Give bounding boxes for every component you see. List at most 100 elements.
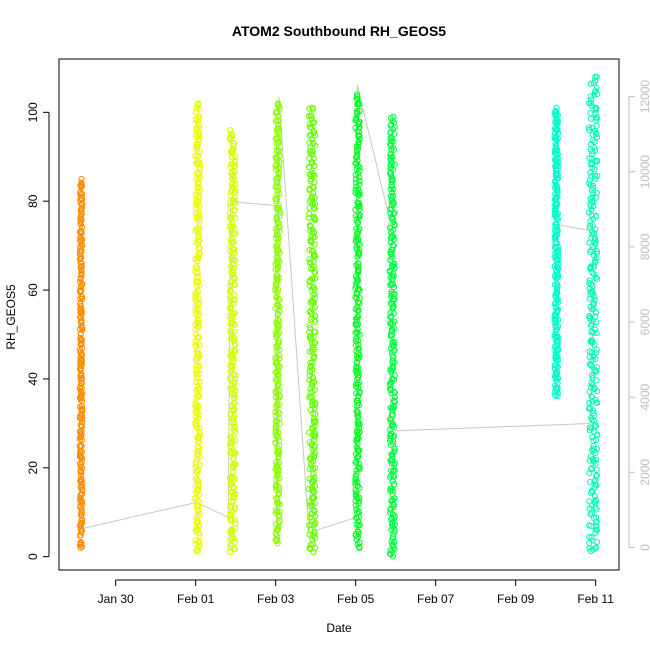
data-point: [591, 166, 598, 173]
data-point: [353, 467, 360, 474]
data-point: [194, 452, 201, 459]
data-point: [592, 175, 599, 182]
data-point: [389, 357, 396, 364]
data-point: [274, 383, 281, 390]
data-point: [354, 260, 361, 267]
y-tick-label: 40: [26, 372, 40, 386]
data-point: [594, 91, 601, 98]
data-point: [231, 520, 239, 527]
data-point: [227, 516, 234, 524]
data-point: [309, 299, 316, 306]
data-point: [388, 419, 395, 426]
data-point: [587, 93, 594, 100]
y2-tick-label: 0: [638, 544, 650, 551]
chart-title: ATOM2 Southbound RH_GEOS5: [232, 23, 446, 39]
data-point: [593, 190, 601, 197]
data-point: [590, 329, 597, 336]
data-point: [356, 213, 363, 220]
data-point: [274, 187, 281, 194]
y2-tick-label: 2000: [638, 459, 650, 486]
data-point: [229, 527, 236, 534]
data-point: [390, 284, 398, 291]
data-point: [275, 134, 282, 141]
data-point: [352, 206, 359, 213]
data-point: [587, 248, 594, 255]
data-point: [356, 167, 363, 174]
data-point: [193, 143, 200, 151]
data-point: [306, 545, 313, 552]
data-point: [587, 511, 594, 518]
data-point: [306, 394, 313, 401]
data-point: [79, 543, 86, 550]
data-point: [78, 480, 85, 487]
data-point: [193, 204, 200, 211]
y2-tick-label: 8000: [638, 233, 650, 260]
data-point: [78, 207, 85, 214]
data-point: [306, 198, 313, 205]
data-point: [273, 508, 281, 515]
data-point: [195, 115, 202, 122]
data-point: [554, 151, 562, 158]
data-point: [593, 85, 600, 92]
data-point: [192, 152, 199, 160]
data-point: [310, 549, 317, 556]
data-point: [311, 268, 318, 275]
data-point: [273, 258, 281, 266]
data-point: [231, 274, 238, 282]
x-axis-label: Date: [326, 621, 352, 635]
data-point: [352, 305, 359, 312]
data-point: [588, 362, 595, 369]
data-point: [275, 451, 282, 458]
data-point: [77, 383, 84, 390]
y-tick-label: 100: [26, 102, 40, 122]
secondary-series-line: [81, 85, 598, 535]
data-point: [273, 276, 280, 283]
data-point: [309, 344, 316, 351]
data-point: [227, 214, 234, 221]
data-point: [228, 153, 235, 160]
data-point: [196, 105, 203, 112]
data-point: [232, 187, 239, 194]
data-point: [276, 169, 283, 176]
data-point: [352, 294, 359, 301]
data-point: [232, 525, 239, 532]
data-point: [389, 515, 396, 522]
data-point: [356, 136, 363, 143]
data-point: [590, 190, 597, 197]
data-point: [355, 508, 362, 515]
data-point: [553, 245, 560, 252]
data-point: [194, 424, 201, 431]
data-point: [592, 356, 599, 363]
data-point: [275, 224, 282, 231]
data-point: [389, 304, 396, 311]
data-point: [306, 368, 313, 375]
data-point: [387, 416, 394, 423]
data-point: [196, 170, 203, 177]
data-point: [311, 234, 318, 241]
data-point: [592, 147, 599, 154]
data-point: [391, 146, 398, 153]
data-point: [587, 110, 594, 117]
data-point: [356, 177, 363, 184]
data-point: [193, 131, 200, 138]
series-1: [76, 175, 86, 551]
data-point: [275, 371, 282, 378]
y-tick-label: 60: [26, 283, 40, 297]
data-point: [227, 516, 235, 523]
data-point: [276, 304, 283, 311]
data-point: [231, 163, 238, 170]
data-point: [592, 73, 599, 80]
data-point: [77, 330, 85, 337]
secondary-y-axis: 0 2000 4000 6000 8000 10000 12000: [628, 80, 650, 551]
data-point: [308, 382, 316, 389]
y2-tick-label: 6000: [638, 308, 650, 335]
data-point: [196, 163, 203, 171]
data-point: [78, 469, 85, 476]
data-point: [196, 282, 203, 289]
data-point: [275, 295, 282, 302]
data-point: [307, 177, 314, 185]
data-point: [589, 160, 596, 168]
data-point: [306, 187, 313, 194]
data-point: [196, 215, 203, 223]
